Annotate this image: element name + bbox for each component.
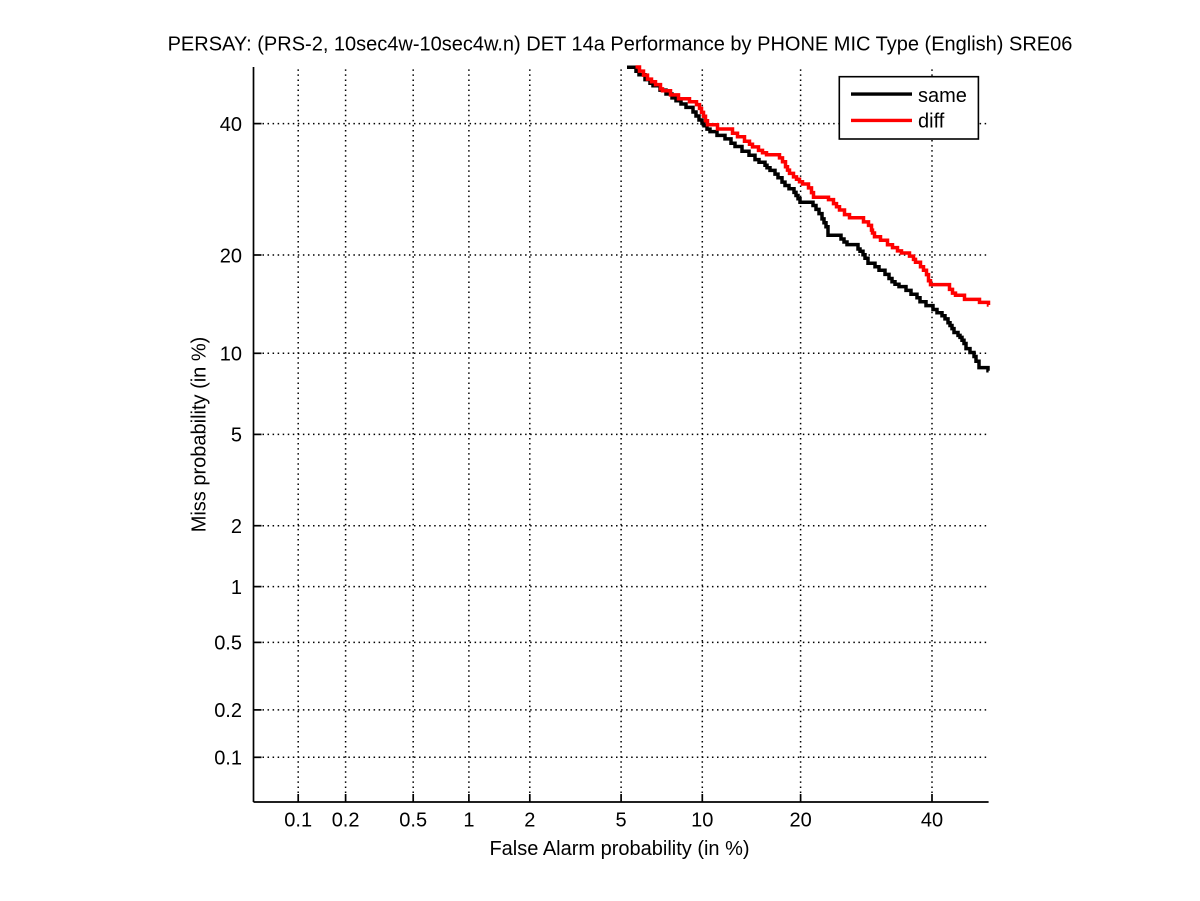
- svg-text:10: 10: [220, 344, 242, 366]
- svg-text:2: 2: [231, 516, 242, 538]
- svg-text:0.2: 0.2: [214, 700, 242, 722]
- svg-text:40: 40: [220, 114, 242, 136]
- svg-text:same: same: [918, 85, 967, 107]
- svg-text:0.1: 0.1: [214, 748, 242, 770]
- svg-text:40: 40: [921, 810, 943, 832]
- svg-text:1: 1: [231, 577, 242, 599]
- svg-text:20: 20: [220, 245, 242, 267]
- svg-text:diff: diff: [918, 111, 945, 133]
- svg-text:5: 5: [616, 810, 627, 832]
- svg-text:0.2: 0.2: [332, 810, 360, 832]
- svg-text:0.1: 0.1: [284, 810, 312, 832]
- svg-text:1: 1: [463, 810, 474, 832]
- svg-text:2: 2: [524, 810, 535, 832]
- svg-text:20: 20: [789, 810, 811, 832]
- svg-text:5: 5: [231, 425, 242, 447]
- svg-text:10: 10: [691, 810, 713, 832]
- svg-text:0.5: 0.5: [399, 810, 427, 832]
- svg-text:PERSAY: (PRS-2, 10sec4w-10sec4: PERSAY: (PRS-2, 10sec4w-10sec4w.n) DET 1…: [168, 34, 1073, 56]
- svg-text:Miss probability (in %): Miss probability (in %): [189, 337, 211, 533]
- svg-text:False Alarm probability (in %): False Alarm probability (in %): [489, 838, 749, 860]
- svg-text:0.5: 0.5: [214, 633, 242, 655]
